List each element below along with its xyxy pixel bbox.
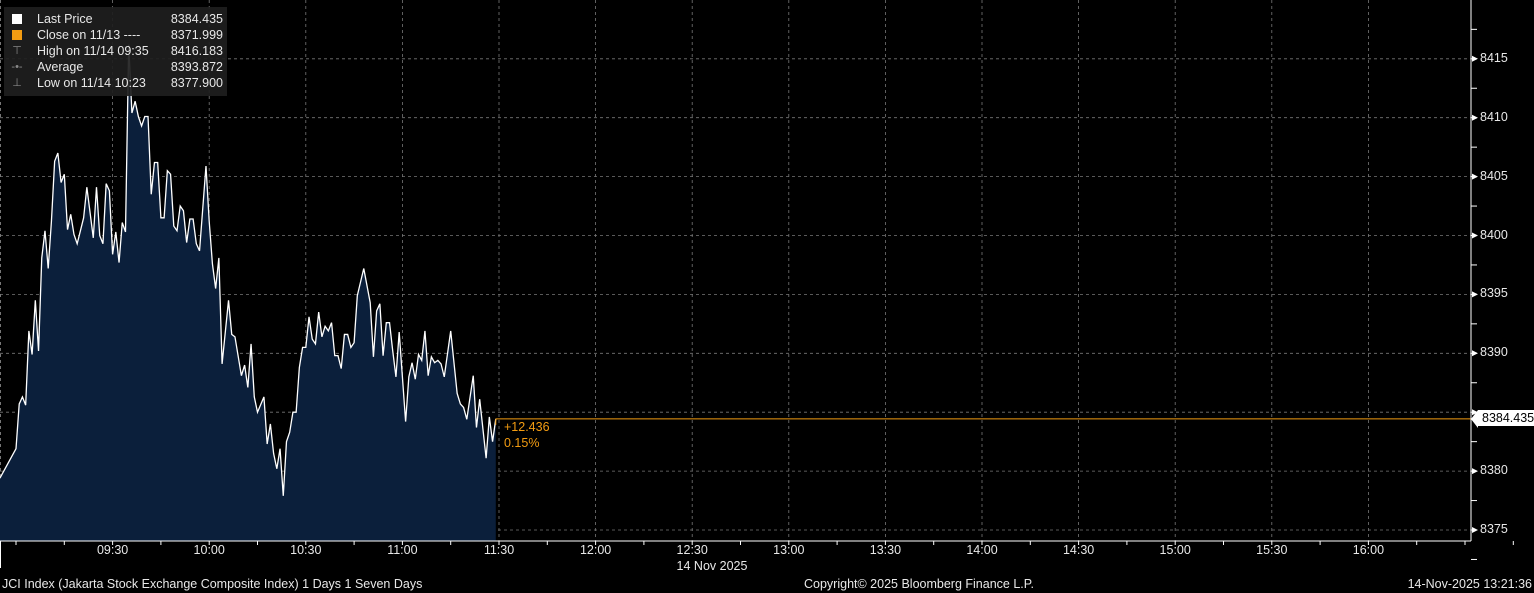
grid xyxy=(0,0,1471,541)
x-tick-label: 12:00 xyxy=(579,543,612,557)
legend: Last Price 8384.435 Close on 11/13 ---- … xyxy=(4,7,227,96)
x-tick-label: 12:30 xyxy=(676,543,708,557)
x-tick-label: 13:00 xyxy=(773,543,805,557)
x-tick-label: 14:00 xyxy=(966,543,998,557)
y-tick-arrow xyxy=(1472,55,1478,62)
x-tick-label: 10:30 xyxy=(290,543,322,557)
price-line xyxy=(0,44,497,496)
change-percent: 0.15% xyxy=(504,436,540,450)
x-tick-label: 16:00 xyxy=(1352,543,1385,557)
change-absolute: +12.436 xyxy=(504,420,550,434)
average-marker-icon: -•- xyxy=(11,61,23,73)
date-label: 14 Nov 2025 xyxy=(676,559,748,573)
x-tick-label: 10:00 xyxy=(193,543,225,557)
x-tick-label: 11:00 xyxy=(387,543,418,557)
y-tick-arrow xyxy=(1472,291,1478,298)
x-tick-label: 15:30 xyxy=(1256,543,1288,557)
y-tick-arrow xyxy=(1472,114,1478,121)
price-area-fill xyxy=(0,44,496,541)
x-tick-label: 15:00 xyxy=(1159,543,1191,557)
y-tick-label: 8405 xyxy=(1480,168,1508,183)
legend-row-average[interactable]: -•- Average 8393.872 xyxy=(10,59,225,75)
y-tick-arrow xyxy=(1472,468,1478,475)
y-tick-label: 8375 xyxy=(1480,522,1508,536)
last-price-tag: 8384.435 xyxy=(1470,410,1534,428)
y-tick-arrow xyxy=(1472,350,1478,357)
legend-value: 8377.900 xyxy=(170,76,223,90)
y-tick-label: 8380 xyxy=(1480,463,1508,478)
legend-label: Close on 11/13 ---- xyxy=(37,28,141,42)
legend-value: 8416.183 xyxy=(170,44,223,58)
x-tick-label: 11:30 xyxy=(483,543,515,557)
legend-value: 8371.999 xyxy=(170,28,223,42)
legend-row-high[interactable]: ⊤ High on 11/14 09:35 8416.183 xyxy=(10,43,225,59)
legend-row-low[interactable]: ⊥ Low on 11/14 10:23 8377.900 xyxy=(10,75,225,91)
x-tick-label: 14:30 xyxy=(1062,543,1095,557)
white-square-icon xyxy=(12,14,22,24)
y-tick-label: 8410 xyxy=(1480,109,1508,124)
legend-row-close[interactable]: Close on 11/13 ---- 8371.999 xyxy=(10,27,225,43)
legend-row-last-price[interactable]: Last Price 8384.435 xyxy=(10,11,225,27)
legend-label: Last Price xyxy=(37,12,93,26)
x-tick-label: 13:30 xyxy=(869,543,902,557)
footer-timestamp: 14-Nov-2025 13:21:36 xyxy=(1407,577,1532,591)
footer-security: JCI Index (Jakarta Stock Exchange Compos… xyxy=(2,577,423,591)
orange-square-icon xyxy=(12,30,22,40)
y-tick-arrow xyxy=(1472,527,1478,533)
y-tick-label: 8395 xyxy=(1480,286,1508,301)
axes xyxy=(0,0,1514,568)
y-tick-arrow xyxy=(1472,173,1478,180)
low-marker-icon: ⊥ xyxy=(12,77,22,89)
high-marker-icon: ⊤ xyxy=(12,45,22,57)
legend-label: High on 11/14 09:35 xyxy=(37,44,149,58)
y-tick-label: 8400 xyxy=(1480,227,1508,242)
footer-copyright: Copyright© 2025 Bloomberg Finance L.P. xyxy=(804,577,1034,591)
y-tick-arrow xyxy=(1472,232,1478,239)
legend-label: Low on 11/14 10:23 xyxy=(37,76,146,90)
legend-label: Average xyxy=(37,60,84,74)
legend-value: 8384.435 xyxy=(170,12,223,26)
y-tick-label: 8415 xyxy=(1480,50,1508,65)
legend-value: 8393.872 xyxy=(170,60,223,74)
x-tick-label: 09:30 xyxy=(96,543,129,557)
y-tick-label: 8390 xyxy=(1480,345,1508,360)
